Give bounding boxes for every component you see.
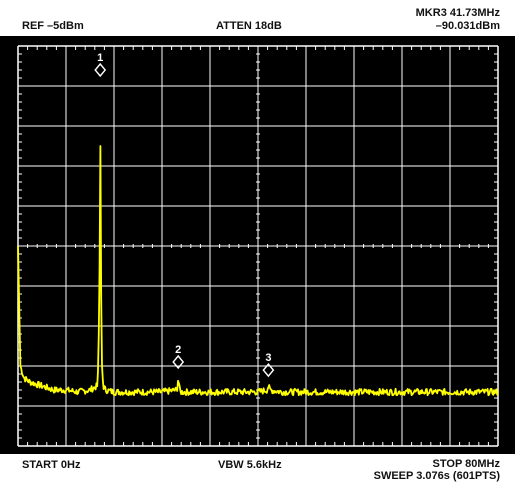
sweep-time: SWEEP 3.076s (601PTS) xyxy=(373,470,500,482)
marker-label: 2 xyxy=(175,344,181,356)
spectrum-trace xyxy=(17,145,499,397)
video-bandwidth: VBW 5.6kHz xyxy=(218,459,282,471)
marker-label: 3 xyxy=(265,352,271,364)
marker-readout-level: –90.031dBm xyxy=(435,20,500,32)
start-frequency: START 0Hz xyxy=(22,459,81,471)
marker-readout-freq: MKR3 41.73MHz xyxy=(415,7,500,19)
analyzer-screen: 1 2 3 xyxy=(0,36,515,454)
marker-label: 1 xyxy=(97,52,103,64)
marker-diamond-icon xyxy=(172,354,185,370)
spectrum-plot: 1 2 3 xyxy=(17,45,499,447)
ref-level: REF –5dBm xyxy=(22,20,84,32)
marker-diamond-icon xyxy=(262,363,275,378)
markers: 1 2 3 xyxy=(94,52,275,378)
graticule xyxy=(17,45,499,447)
stop-frequency: STOP 80MHz xyxy=(432,458,500,470)
marker-diamond-icon xyxy=(94,62,107,78)
graticule-ticks xyxy=(18,46,498,446)
attenuation: ATTEN 18dB xyxy=(216,20,282,32)
